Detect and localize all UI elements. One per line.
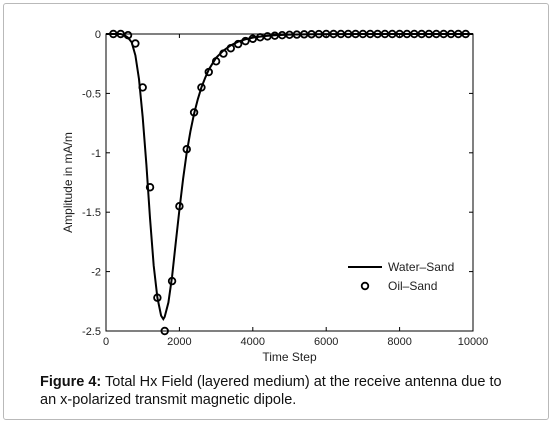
caption-label: Figure 4: bbox=[40, 374, 102, 390]
x-tick-label: 10000 bbox=[458, 336, 489, 348]
data-point-oil-sand bbox=[219, 49, 228, 58]
y-tick-label: -0.5 bbox=[82, 88, 101, 100]
data-point-oil-sand bbox=[123, 30, 133, 40]
series-line-water-sand bbox=[106, 33, 473, 322]
y-axis-label: Amplitude in mA/m bbox=[61, 132, 75, 233]
x-tick-label: 2000 bbox=[167, 336, 191, 348]
x-tick-label: 4000 bbox=[241, 336, 265, 348]
data-point-oil-sand bbox=[204, 67, 213, 77]
figure-frame bbox=[3, 3, 549, 420]
x-tick-label: 0 bbox=[103, 336, 109, 348]
data-point-oil-sand bbox=[167, 276, 177, 286]
chart: 0 2000 4000 6000 8000 10000 0 -0.5 -1 -1.5 -2 -2.5 T… bbox=[61, 29, 488, 364]
data-point-oil-sand bbox=[182, 145, 191, 154]
data-point-oil-sand bbox=[226, 44, 235, 53]
data-point-oil-sand bbox=[233, 39, 243, 49]
y-tick-label: -1 bbox=[91, 148, 101, 160]
data-point-oil-sand bbox=[131, 39, 140, 48]
y-tick-label: -2 bbox=[91, 267, 101, 279]
y-tick-label: 0 bbox=[95, 29, 101, 41]
y-tick-label: -1.5 bbox=[82, 207, 101, 219]
data-point-oil-sand bbox=[241, 36, 250, 46]
y-tick-label: -2.5 bbox=[82, 326, 101, 338]
data-point-oil-sand bbox=[211, 57, 221, 66]
data-point-oil-sand bbox=[145, 183, 155, 192]
legend: Water–Sand Oil–Sand bbox=[348, 260, 454, 293]
data-point-oil-sand bbox=[153, 293, 162, 302]
x-tick-label: 8000 bbox=[387, 336, 411, 348]
axes-box bbox=[105, 33, 474, 332]
legend-circle-marker bbox=[360, 281, 370, 291]
data-point-oil-sand bbox=[189, 108, 199, 117]
data-point-oil-sand bbox=[197, 83, 206, 92]
data-point-oil-sand bbox=[175, 202, 184, 211]
legend-label-oil-sand: Oil–Sand bbox=[388, 279, 437, 293]
legend-label-water-sand: Water–Sand bbox=[388, 260, 454, 274]
data-point-oil-sand bbox=[138, 83, 147, 92]
axes: 0 2000 4000 6000 8000 10000 0 -0.5 -1 -1.5 -2 -2.5 T… bbox=[61, 29, 488, 364]
x-axis-label: Time Step bbox=[262, 350, 317, 364]
x-tick-label: 6000 bbox=[314, 336, 338, 348]
caption-text: Total Hx Field (layered medium) at the r… bbox=[40, 374, 502, 408]
figure-caption: Figure 4: Total Hx Field (layered medium… bbox=[40, 373, 520, 409]
